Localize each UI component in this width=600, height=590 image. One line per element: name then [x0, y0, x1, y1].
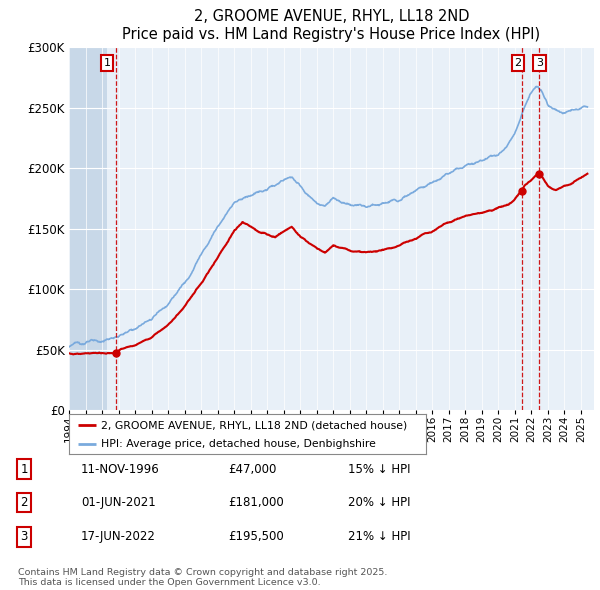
Text: 2, GROOME AVENUE, RHYL, LL18 2ND (detached house): 2, GROOME AVENUE, RHYL, LL18 2ND (detach…: [101, 421, 407, 431]
Text: £47,000: £47,000: [228, 463, 277, 476]
Title: 2, GROOME AVENUE, RHYL, LL18 2ND
Price paid vs. HM Land Registry's House Price I: 2, GROOME AVENUE, RHYL, LL18 2ND Price p…: [122, 9, 541, 42]
Bar: [69, 47, 107, 410]
Text: 20% ↓ HPI: 20% ↓ HPI: [348, 496, 410, 509]
Text: 17-JUN-2022: 17-JUN-2022: [81, 530, 156, 543]
Text: Contains HM Land Registry data © Crown copyright and database right 2025.
This d: Contains HM Land Registry data © Crown c…: [18, 568, 388, 587]
Text: 1: 1: [20, 463, 28, 476]
Text: 3: 3: [20, 530, 28, 543]
Text: £181,000: £181,000: [228, 496, 284, 509]
Text: 2: 2: [514, 58, 521, 68]
Text: HPI: Average price, detached house, Denbighshire: HPI: Average price, detached house, Denb…: [101, 440, 376, 449]
Text: 15% ↓ HPI: 15% ↓ HPI: [348, 463, 410, 476]
Text: £195,500: £195,500: [228, 530, 284, 543]
Text: 11-NOV-1996: 11-NOV-1996: [81, 463, 160, 476]
Text: 1: 1: [103, 58, 110, 68]
Text: 01-JUN-2021: 01-JUN-2021: [81, 496, 156, 509]
Text: 2: 2: [20, 496, 28, 509]
Text: 3: 3: [536, 58, 543, 68]
Text: 21% ↓ HPI: 21% ↓ HPI: [348, 530, 410, 543]
